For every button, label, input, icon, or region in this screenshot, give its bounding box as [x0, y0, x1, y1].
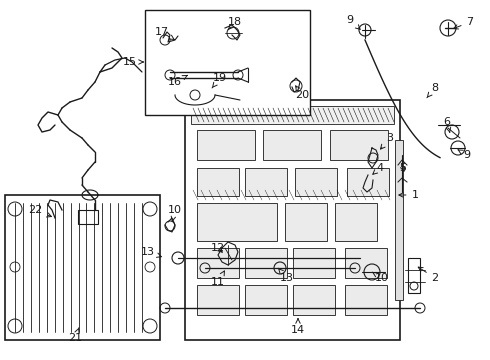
Text: 13: 13: [278, 268, 294, 283]
Bar: [345, 248, 387, 278]
Text: 17: 17: [155, 27, 174, 40]
Text: 6: 6: [443, 117, 451, 132]
Text: 10: 10: [372, 272, 389, 283]
Bar: [285, 203, 327, 241]
Text: 4: 4: [373, 163, 384, 174]
Bar: [293, 285, 335, 315]
Text: 9: 9: [346, 15, 360, 30]
Bar: [263, 130, 321, 160]
Text: 8: 8: [427, 83, 439, 98]
Bar: [197, 130, 255, 160]
Text: 22: 22: [28, 205, 51, 217]
Bar: [335, 203, 377, 241]
Text: 9: 9: [458, 150, 470, 160]
Text: 21: 21: [68, 328, 82, 343]
Bar: [78, 210, 98, 224]
Text: 15: 15: [123, 57, 143, 67]
Bar: [191, 106, 394, 124]
Text: 5: 5: [399, 163, 407, 173]
Bar: [197, 168, 239, 196]
Text: 20: 20: [295, 86, 309, 100]
Text: 7: 7: [454, 17, 473, 29]
Text: 3: 3: [381, 133, 393, 149]
Bar: [345, 285, 387, 315]
Bar: [408, 258, 420, 293]
Bar: [5, 195, 160, 340]
Bar: [245, 248, 287, 278]
Bar: [295, 168, 337, 196]
Text: 18: 18: [228, 17, 242, 30]
Text: 10: 10: [168, 205, 182, 221]
Text: 1: 1: [399, 190, 418, 200]
Bar: [245, 285, 287, 315]
Bar: [293, 248, 335, 278]
Text: 13: 13: [141, 247, 161, 257]
Bar: [330, 130, 388, 160]
Bar: [197, 203, 277, 241]
Text: 14: 14: [291, 319, 305, 335]
Bar: [185, 100, 400, 340]
Bar: [197, 248, 239, 278]
Bar: [347, 168, 389, 196]
Text: 16: 16: [168, 75, 187, 87]
Bar: [245, 168, 287, 196]
Text: 19: 19: [212, 73, 227, 88]
Text: 11: 11: [211, 271, 225, 287]
Bar: [145, 10, 310, 115]
Bar: [197, 285, 239, 315]
Text: 12: 12: [211, 243, 225, 253]
Bar: [395, 140, 403, 300]
Text: 2: 2: [418, 267, 439, 283]
